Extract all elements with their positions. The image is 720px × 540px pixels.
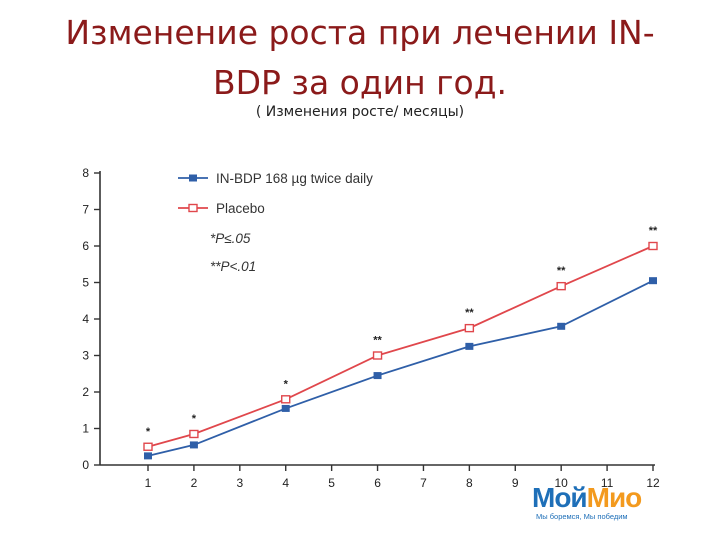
data-point xyxy=(557,322,566,330)
x-tick-label: 11 xyxy=(601,476,614,490)
significance-marker: ** xyxy=(557,265,566,277)
logo-wordmark-part2: Мио xyxy=(586,482,643,513)
y-tick-label: 0 xyxy=(82,458,89,472)
x-tick-label: 2 xyxy=(191,476,198,490)
y-tick-label: 5 xyxy=(82,276,89,290)
x-tick-label: 10 xyxy=(555,476,569,490)
significance-marker: ** xyxy=(373,335,382,347)
x-tick-label: 1 xyxy=(145,476,152,490)
data-point xyxy=(189,441,198,449)
data-point xyxy=(648,241,658,251)
x-tick-label: 8 xyxy=(466,476,473,490)
data-point xyxy=(556,281,566,291)
data-point xyxy=(144,452,152,460)
y-tick-label: 8 xyxy=(82,166,89,180)
significance-note: *P≤.05 xyxy=(210,231,251,246)
significance-marker: * xyxy=(192,413,197,425)
legend-marker xyxy=(189,174,197,182)
data-point xyxy=(189,429,199,439)
slide-subtitle: ( Изменения росте/ месяцы) xyxy=(255,104,465,120)
slide-title: Изменение роста при лечении IN-BDP за од… xyxy=(65,13,655,102)
significance-marker: ** xyxy=(649,225,658,237)
y-tick-label: 4 xyxy=(82,312,89,326)
x-tick-label: 12 xyxy=(646,476,660,490)
y-tick-label: 2 xyxy=(82,385,89,399)
legend-marker xyxy=(188,203,198,213)
significance-note: **P<.01 xyxy=(210,259,256,274)
data-point xyxy=(372,351,383,360)
x-tick-label: 5 xyxy=(328,476,335,490)
series-line-placebo xyxy=(147,245,654,448)
x-tick-label: 4 xyxy=(282,476,289,490)
data-point xyxy=(465,342,474,350)
series-line-in-bdp xyxy=(147,279,654,457)
x-tick-label: 7 xyxy=(420,476,427,490)
y-tick-label: 7 xyxy=(82,203,89,217)
significance-marker: ** xyxy=(465,307,474,319)
y-tick-label: 1 xyxy=(82,422,89,436)
data-point xyxy=(649,277,657,285)
x-tick-label: 6 xyxy=(374,476,381,490)
logo-tagline: Мы боремся, Мы победим xyxy=(536,512,628,521)
moimio-logo: МойМио Мы боремся, Мы победим xyxy=(532,482,702,530)
y-tick-label: 6 xyxy=(82,239,89,253)
legend-label: IN-BDP 168 µg twice daily xyxy=(216,171,373,186)
logo-wordmark: МойМио xyxy=(532,482,643,514)
data-point xyxy=(464,323,475,333)
legend-label: Placebo xyxy=(216,201,265,216)
data-point xyxy=(373,372,382,380)
significance-marker: * xyxy=(146,426,151,438)
x-tick-label: 3 xyxy=(236,476,243,490)
data-point xyxy=(281,404,290,412)
significance-marker: * xyxy=(284,378,289,390)
data-point xyxy=(143,442,153,451)
x-tick-label: 9 xyxy=(512,476,519,490)
data-point xyxy=(281,395,291,404)
logo-wordmark-part1: Мой xyxy=(532,482,588,513)
y-tick-label: 3 xyxy=(82,349,89,363)
